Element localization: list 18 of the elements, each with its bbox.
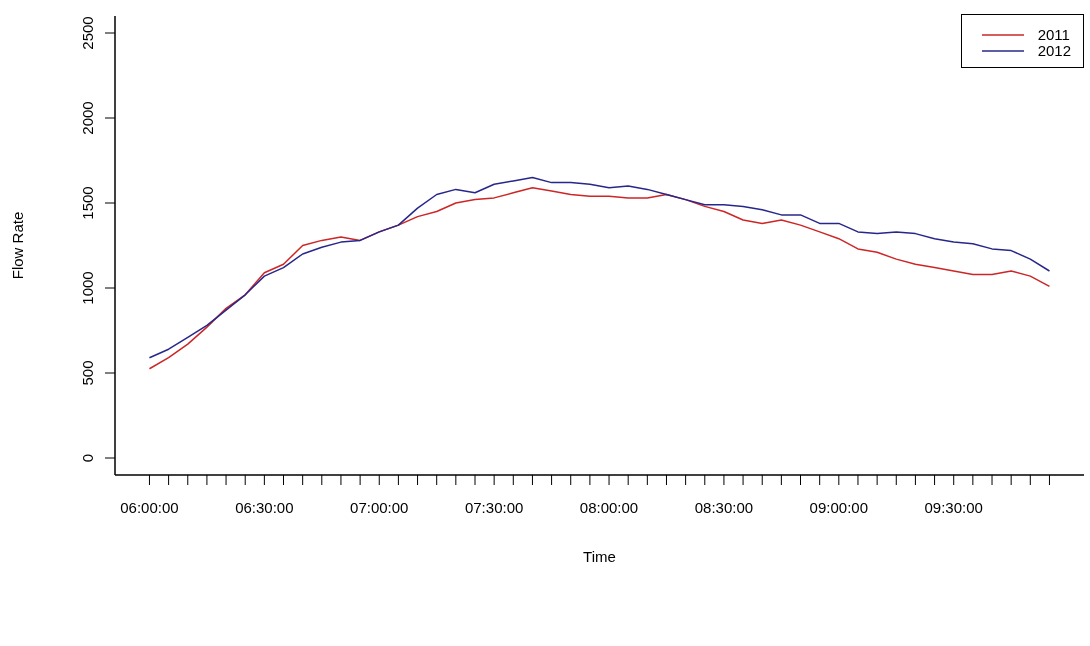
- x-tick-label: 06:00:00: [120, 499, 179, 516]
- legend-label: 2012: [1037, 42, 1071, 59]
- x-tick-label: 09:00:00: [809, 499, 869, 516]
- y-tick-label: 1000: [79, 271, 96, 305]
- y-tick-label: 1500: [79, 186, 96, 220]
- x-tick-label: 08:30:00: [694, 499, 754, 516]
- y-tick-label: 2000: [79, 101, 96, 135]
- y-tick-label: 500: [79, 360, 96, 386]
- legend-label: 2011: [1037, 26, 1070, 43]
- y-axis-title: Flow Rate: [9, 211, 27, 280]
- x-tick-label: 07:00:00: [350, 499, 409, 516]
- x-tick-label: 06:30:00: [235, 499, 294, 516]
- y-tick-label: 0: [79, 453, 96, 463]
- x-tick-label: 07:30:00: [464, 499, 524, 516]
- y-tick-label: 2500: [79, 16, 96, 50]
- x-tick-label: 09:30:00: [924, 499, 983, 516]
- x-tick-label: 08:00:00: [579, 499, 639, 516]
- x-axis-title: Time: [583, 548, 616, 565]
